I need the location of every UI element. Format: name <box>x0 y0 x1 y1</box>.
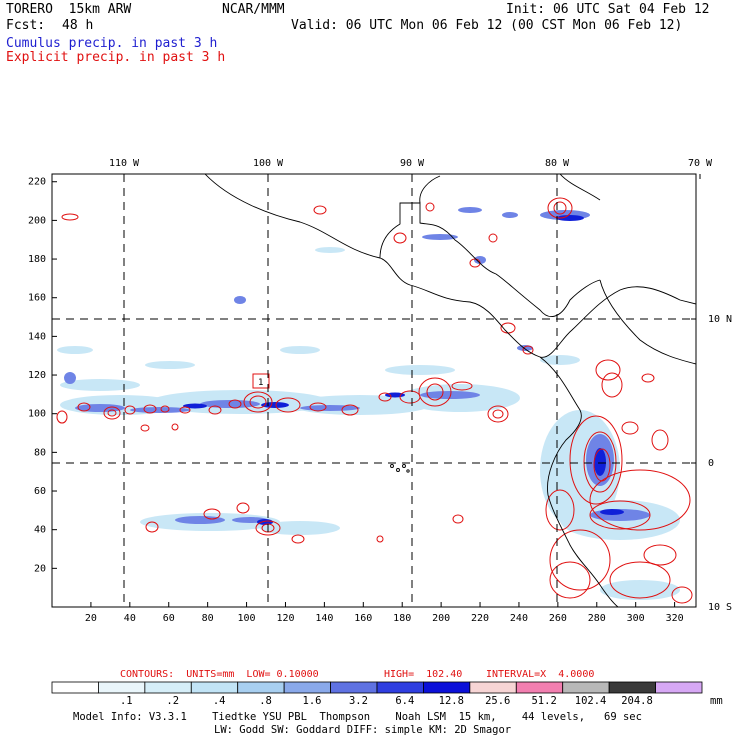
colorbar-label: .1 <box>120 695 133 707</box>
lon-label: 70 W <box>688 158 713 169</box>
model-info-line1: Model Info: V3.3.1 Tiedtke YSU PBL Thomp… <box>73 711 642 723</box>
forecast-hours: 48 h <box>62 18 94 33</box>
lat-label: 10 N <box>708 314 732 325</box>
colorbar-swatch <box>330 681 378 694</box>
colorbar-label: 51.2 <box>531 695 556 707</box>
init-time: Init: 06 UTC Sat 04 Feb 12 <box>506 2 710 17</box>
x-tick-label: 300 <box>627 613 645 624</box>
highlight-box <box>252 373 270 389</box>
x-tick-label: 120 <box>276 613 294 624</box>
longitude-labels: 110 W 100 W 90 W 80 W 70 W <box>109 158 713 169</box>
colorbar-swatch <box>283 681 331 694</box>
lat-lon-grid <box>52 174 696 607</box>
lon-label: 100 W <box>253 158 284 169</box>
colorbar-unit: mm <box>710 695 723 707</box>
colorbar-swatch <box>51 681 99 694</box>
x-tick-label: 160 <box>354 613 372 624</box>
x-tick-label: 40 <box>124 613 136 624</box>
cumulus-legend: Cumulus precip. in past 3 h <box>6 36 218 51</box>
x-tick-label: 320 <box>666 613 684 624</box>
y-tick-labels: 20 40 60 80 100 120 140 160 180 200 220 <box>28 177 46 575</box>
colorbar-swatch <box>655 681 703 694</box>
colorbar-label: 12.8 <box>439 695 464 707</box>
lon-label: 110 W <box>109 158 140 169</box>
x-tick-label: 60 <box>163 613 175 624</box>
colorbar-swatch <box>469 681 517 694</box>
x-tick-label: 200 <box>432 613 450 624</box>
axis-ticks <box>52 174 701 608</box>
colorbar-label: 204.8 <box>621 695 653 707</box>
colorbar-label: 3.2 <box>349 695 368 707</box>
colorbar-swatch <box>376 681 424 694</box>
colorbar-swatch <box>515 681 564 694</box>
y-tick-label: 160 <box>28 293 46 304</box>
model-title: TORERO 15km ARW <box>6 2 132 17</box>
colorbar-swatch <box>144 681 192 694</box>
x-tick-label: 20 <box>85 613 97 624</box>
colorbar-label: 1.6 <box>303 695 322 707</box>
colorbar-label: 6.4 <box>395 695 414 707</box>
organization-label: NCAR/MMM <box>222 2 285 17</box>
y-tick-label: 200 <box>28 215 46 226</box>
colorbar-swatch <box>608 681 656 694</box>
y-tick-label: 80 <box>34 447 46 458</box>
x-tick-label: 240 <box>510 613 528 624</box>
colorbar-swatch <box>98 681 146 694</box>
model-info-line2: LW: Godd SW: Goddard DIFF: simple KM: 2D… <box>214 724 512 736</box>
x-tick-label: 260 <box>549 613 567 624</box>
x-tick-label: 180 <box>393 613 411 624</box>
box-label: 1 <box>258 378 263 388</box>
colorbar-labels: .1 .2 .4 .8 1.6 3.2 6.4 12.8 25.6 51.2 102.4 204.8 <box>120 695 653 707</box>
colorbar <box>51 681 703 694</box>
lon-label: 80 W <box>545 158 570 169</box>
lat-label: 10 S <box>708 602 732 613</box>
y-tick-label: 180 <box>28 254 46 265</box>
x-tick-label: 280 <box>588 613 606 624</box>
map-frame <box>51 173 697 608</box>
y-tick-label: 220 <box>28 177 46 188</box>
colorbar-label: 102.4 <box>575 695 607 707</box>
x-tick-labels: 20 40 60 80 100 120 140 160 180 200 220 240 260 280 30… <box>85 613 684 624</box>
x-tick-label: 100 <box>238 613 256 624</box>
latitude-labels: 10 N 0 10 S <box>708 314 732 613</box>
contour-info: CONTOURS: UNITS=mm LOW= 0.10000 <box>120 669 319 680</box>
contour-interval: INTERVAL=X 4.0000 <box>486 669 595 680</box>
colorbar-swatch <box>423 681 471 694</box>
valid-time: Valid: 06 UTC Mon 06 Feb 12 (00 CST Mon … <box>291 18 683 33</box>
colorbar-label: 25.6 <box>485 695 510 707</box>
coastlines <box>204 174 696 607</box>
y-tick-label: 20 <box>34 563 46 574</box>
x-tick-label: 220 <box>471 613 489 624</box>
colorbar-swatch <box>237 681 285 694</box>
explicit-legend: Explicit precip. in past 3 h <box>6 50 226 65</box>
y-tick-label: 120 <box>28 370 46 381</box>
x-tick-label: 80 <box>202 613 214 624</box>
colorbar-swatch <box>190 681 239 694</box>
colorbar-label: .4 <box>213 695 226 707</box>
cumulus-precip-light <box>57 247 680 600</box>
y-tick-label: 40 <box>34 525 46 536</box>
colorbar-swatch <box>562 681 610 694</box>
contour-high: HIGH= 102.40 <box>384 669 463 680</box>
colorbar-label: .2 <box>166 695 179 707</box>
y-tick-label: 140 <box>28 331 46 342</box>
explicit-precip-contours <box>56 197 693 604</box>
colorbar-label: .8 <box>259 695 272 707</box>
y-tick-label: 60 <box>34 486 46 497</box>
lon-label: 90 W <box>400 158 425 169</box>
x-tick-label: 140 <box>315 613 333 624</box>
forecast-label: Fcst: <box>6 18 46 33</box>
y-tick-label: 100 <box>28 409 46 420</box>
lat-label: 0 <box>708 458 714 469</box>
